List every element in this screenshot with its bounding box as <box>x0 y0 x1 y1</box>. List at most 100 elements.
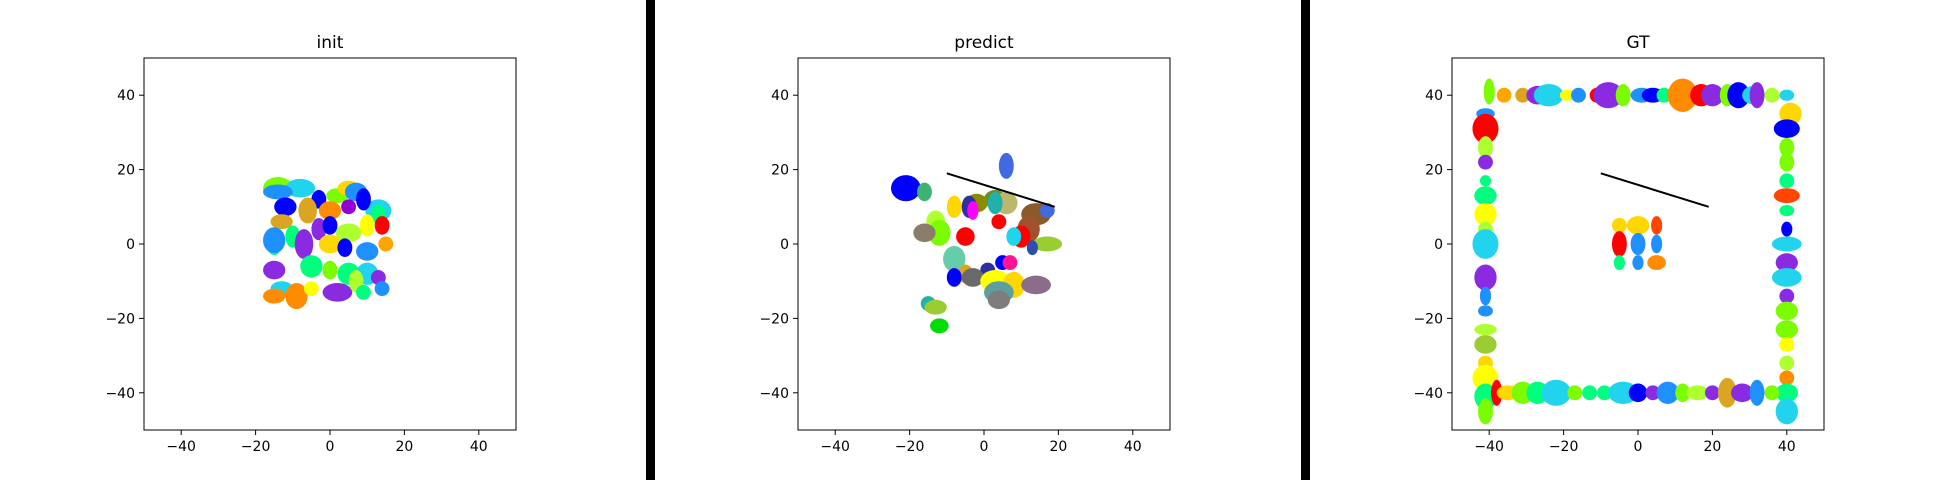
ellipse-2-81 <box>1611 230 1627 258</box>
ellipse-2-50 <box>1775 301 1798 321</box>
ellipse-1-21 <box>1026 240 1038 256</box>
ellipse-1-11 <box>1039 203 1055 218</box>
ellipse-2-35 <box>1474 335 1497 354</box>
ellipse-2-30 <box>1472 229 1499 259</box>
y-tick-label-1-2: 0 <box>780 237 789 253</box>
ellipse-2-1 <box>1496 87 1512 103</box>
ellipse-0-28 <box>300 255 323 278</box>
ellipse-2-82 <box>1630 232 1646 256</box>
ellipse-0-15 <box>311 217 327 241</box>
panel-divider-left <box>646 0 655 480</box>
ellipse-2-31 <box>1474 264 1497 291</box>
ellipse-2-28 <box>1474 203 1497 226</box>
trajectory-line-1 <box>946 172 1055 208</box>
ellipse-2-41 <box>1779 152 1795 172</box>
ellipse-0-2 <box>263 184 293 200</box>
ellipse-0-17 <box>374 216 390 235</box>
y-tick-label-1-3: 20 <box>771 163 789 179</box>
ellipse-2-24 <box>1478 136 1493 159</box>
x-tick-label-0-2: 0 <box>326 439 335 455</box>
ellipse-2-9 <box>1615 84 1631 107</box>
ellipse-1-17 <box>991 214 1007 230</box>
ellipse-2-38 <box>1779 102 1802 125</box>
ellipse-2-77 <box>1764 385 1780 401</box>
plot-data-2 <box>1472 78 1802 425</box>
plot-panel-2: GT −40 −40 −20 −20 0 0 20 20 40 40 <box>1413 33 1825 455</box>
x-tick-label-0-0: −40 <box>166 439 196 455</box>
ellipse-2-27 <box>1474 186 1497 205</box>
ellipse-2-45 <box>1781 221 1793 237</box>
ellipse-1-8 <box>967 201 979 220</box>
ellipse-1-0 <box>891 175 921 202</box>
ellipse-2-33 <box>1478 305 1493 317</box>
ellipse-0-26 <box>356 242 379 261</box>
ellipse-2-86 <box>1647 255 1666 271</box>
ellipse-1-20 <box>1032 236 1063 252</box>
plot-title-2: GT <box>1627 33 1651 53</box>
y-tick-label-2-1: −20 <box>1413 311 1443 327</box>
ellipse-2-5 <box>1559 89 1575 101</box>
ellipse-2-80 <box>1651 216 1663 235</box>
ellipse-1-19 <box>1006 227 1022 246</box>
ellipse-0-30 <box>322 260 338 280</box>
ellipse-2-63 <box>1541 379 1572 406</box>
y-tick-label-0-1: −20 <box>105 311 135 327</box>
plot-panel-1: predict −40 −40 −20 −20 0 0 20 20 40 40 <box>759 33 1171 455</box>
x-tick-label-1-0: −40 <box>820 439 850 455</box>
ellipse-0-41 <box>374 281 390 297</box>
x-tick-label-1-3: 20 <box>1049 439 1067 455</box>
ellipse-2-25 <box>1478 154 1493 170</box>
ellipse-2-65 <box>1582 385 1598 401</box>
ellipse-0-18 <box>359 214 375 237</box>
ellipse-2-34 <box>1474 323 1497 336</box>
ellipse-2-39 <box>1773 119 1800 138</box>
y-tick-label-0-3: 20 <box>117 163 135 179</box>
x-tick-label-2-4: 40 <box>1778 439 1796 455</box>
ellipse-1-22 <box>943 245 966 272</box>
ellipse-2-20 <box>1764 87 1780 103</box>
y-tick-label-0-4: 40 <box>117 88 135 104</box>
ellipse-2-37 <box>1472 364 1499 391</box>
trajectory-line-2 <box>1600 172 1709 208</box>
ellipse-2-76 <box>1749 379 1765 406</box>
ellipse-1-15 <box>913 223 936 243</box>
y-tick-label-0-2: 0 <box>126 237 135 253</box>
x-tick-label-0-4: 40 <box>470 439 488 455</box>
ellipse-2-13 <box>1667 78 1698 112</box>
ellipse-0-9 <box>274 197 297 217</box>
x-tick-label-1-1: −20 <box>895 439 925 455</box>
ellipse-1-9 <box>987 191 1003 215</box>
plot-title-0: init <box>317 33 344 53</box>
ellipse-1-32 <box>987 290 1011 310</box>
y-tick-label-1-4: 40 <box>771 88 789 104</box>
ellipse-1-2 <box>998 152 1014 179</box>
ellipse-1-28 <box>961 268 985 287</box>
ellipse-2-23 <box>1472 113 1499 144</box>
ellipse-2-69 <box>1645 385 1661 401</box>
ellipse-2-73 <box>1704 385 1720 401</box>
ellipse-0-35 <box>285 283 308 310</box>
ellipse-1-33 <box>1021 275 1051 295</box>
ellipse-2-40 <box>1779 137 1795 157</box>
ellipse-2-64 <box>1567 385 1583 401</box>
y-tick-label-1-1: −20 <box>759 311 789 327</box>
ellipse-0-12 <box>341 199 357 215</box>
ellipse-1-27 <box>946 268 962 287</box>
ellipse-2-46 <box>1771 236 1802 252</box>
x-tick-label-1-2: 0 <box>980 439 989 455</box>
ellipse-2-44 <box>1779 204 1795 217</box>
ellipse-2-56 <box>1775 398 1798 425</box>
ellipse-2-51 <box>1775 320 1798 339</box>
ellipse-0-19 <box>322 216 338 235</box>
x-tick-label-2-2: 0 <box>1634 439 1643 455</box>
ellipse-0-16 <box>335 223 362 243</box>
x-tick-label-0-3: 20 <box>395 439 413 455</box>
ellipse-0-40 <box>356 284 371 300</box>
ellipse-0-37 <box>303 281 319 297</box>
ellipse-2-66 <box>1597 385 1612 401</box>
ellipse-1-35 <box>924 299 947 315</box>
ellipse-2-0 <box>1483 78 1495 105</box>
x-tick-label-0-1: −20 <box>241 439 271 455</box>
y-tick-label-1-0: −40 <box>759 386 789 402</box>
y-tick-label-2-4: 40 <box>1425 88 1443 104</box>
